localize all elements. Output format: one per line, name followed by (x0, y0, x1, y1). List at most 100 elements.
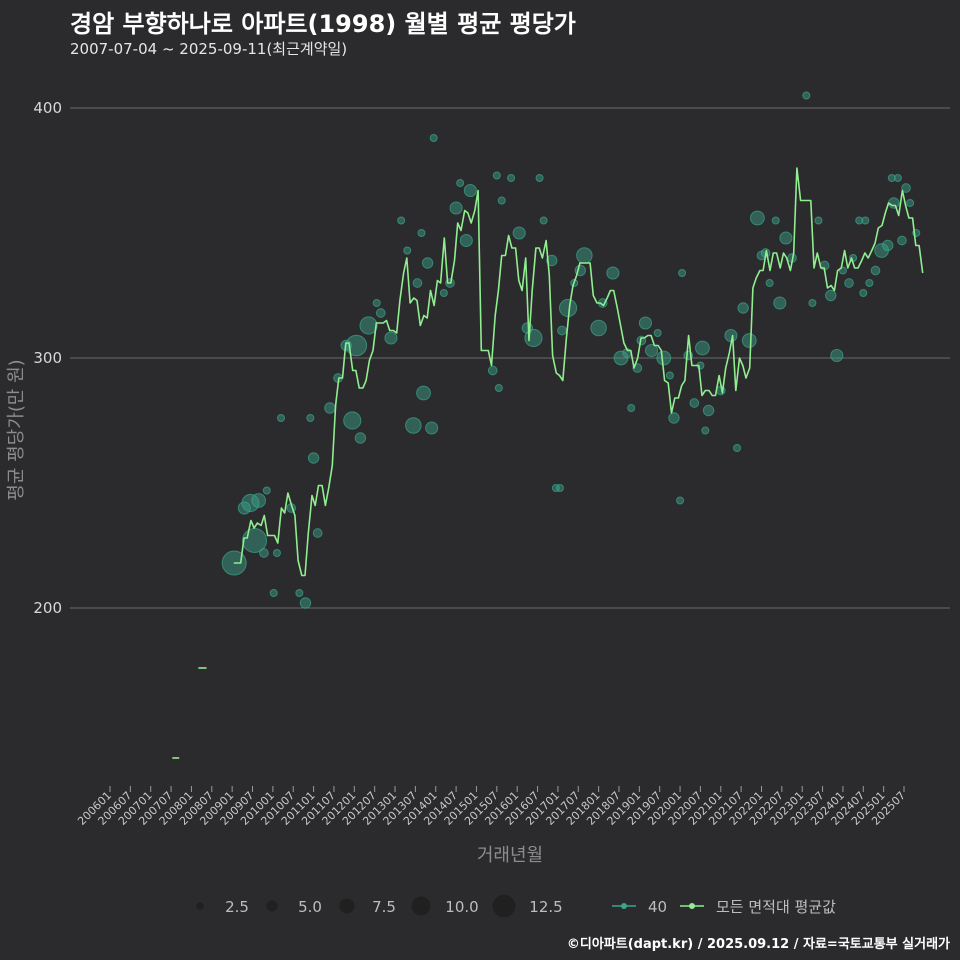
scatter-point (494, 384, 503, 392)
scatter-point (906, 199, 915, 207)
scatter-point (416, 385, 431, 401)
y-tick-label: 200 (33, 599, 62, 617)
scatter-point (882, 239, 894, 252)
legend-size-label: 12.5 (529, 898, 562, 916)
scatter-point (901, 183, 911, 193)
scatter-point (737, 302, 749, 314)
scatter-point (771, 216, 780, 225)
scatter-point (668, 412, 680, 424)
scatter-point (888, 197, 900, 209)
scatter-point (241, 493, 260, 513)
scatter-point (590, 319, 607, 337)
y-axis-title: 평균 평당가(만 원) (6, 359, 27, 500)
scatter-point (733, 444, 742, 452)
scatter-point (765, 279, 774, 287)
scatter-point (295, 589, 304, 597)
scatter-point (272, 549, 281, 557)
scatter-point (808, 299, 817, 307)
y-tick-labels: 200 300 400 (33, 99, 62, 617)
scatter-point (638, 316, 652, 330)
scatter-point (456, 179, 465, 187)
scatter-point (644, 343, 659, 358)
scatter-point (359, 316, 378, 335)
y-tick-label: 300 (33, 349, 62, 367)
scatter-point (802, 91, 811, 100)
legend-series-label: 모든 면적대 평균값 (716, 898, 836, 916)
scatter-point (613, 350, 629, 366)
scatter-point (375, 308, 386, 318)
scatter-point (299, 597, 312, 609)
scatter-point (306, 414, 315, 422)
scatter-point (269, 589, 278, 597)
scatter-point (417, 229, 426, 237)
legend-series-label: 40 (648, 898, 667, 916)
scatter-point (412, 278, 423, 288)
scatter-point (262, 486, 271, 495)
legend-size-label: 2.5 (225, 898, 249, 916)
scatter-point (259, 548, 269, 558)
legend-size-label: 10.0 (445, 898, 478, 916)
scatter-point (354, 432, 367, 444)
scatter-point (403, 246, 412, 255)
scatter-point (773, 296, 787, 310)
scatter-point (870, 265, 881, 276)
scatter-point (887, 174, 896, 182)
scatter-point (539, 216, 548, 225)
scatter-point (507, 174, 516, 182)
scatter-point (512, 226, 526, 240)
legend-size-circle (266, 900, 278, 912)
scatter-point (324, 402, 336, 414)
grid-layer (70, 107, 950, 609)
scatter-point (859, 289, 868, 297)
scatter-point (814, 216, 823, 225)
scatter-point (405, 417, 422, 434)
scatter-point (893, 174, 902, 182)
scatter-point (251, 493, 267, 508)
scatter-point (825, 289, 837, 302)
scatter-point (678, 269, 687, 277)
scatter-point (439, 289, 448, 297)
legend-size-circle (492, 894, 516, 918)
scatter-point (779, 231, 793, 245)
scatter-point (535, 174, 544, 182)
legend-size-label: 7.5 (372, 898, 396, 916)
scatter-point (855, 216, 864, 225)
x-axis-title: 거래년월 (477, 845, 543, 866)
scatter-point (497, 196, 506, 205)
legend-size-circle (411, 896, 431, 916)
legend-size-circle (196, 902, 204, 910)
legend-size-circle (339, 898, 355, 914)
scatter-point (425, 421, 439, 435)
scatter-point (830, 348, 844, 363)
scatter-point (463, 183, 477, 198)
y-tick-label: 400 (33, 99, 62, 117)
scatter-point (865, 279, 874, 287)
scatter-point (307, 452, 320, 464)
scatter-point (487, 365, 498, 376)
scatter-point (459, 233, 473, 248)
scatter-points (221, 91, 921, 609)
scatter-point (653, 329, 662, 337)
scatter-point (606, 266, 620, 280)
legend: 2.5 5.0 7.5 10.0 12.5 40 모든 면적대 평균값 (196, 894, 836, 918)
scatter-point (701, 426, 710, 435)
scatter-point (656, 350, 672, 366)
scatter-point (343, 411, 362, 430)
scatter-point (492, 171, 501, 180)
scatter-point (557, 325, 567, 336)
chart-subtitle: 2007-07-04 ~ 2025-09-11(최근계약일) (70, 40, 348, 58)
legend-key-point (621, 903, 627, 909)
scatter-point (449, 201, 463, 215)
scatter-point (861, 216, 870, 225)
scatter-point (421, 257, 434, 269)
scatter-point (384, 331, 398, 345)
scatter-point (665, 371, 674, 380)
legend-size-label: 5.0 (298, 898, 322, 916)
scatter-point (702, 404, 715, 417)
chart-title: 경암 부향하나로 아파트(1998) 월별 평균 평당가 (70, 10, 576, 38)
scatter-point (555, 484, 564, 492)
average-line-segment (233, 167, 924, 577)
scatter-point (897, 235, 907, 246)
scatter-point (277, 414, 286, 422)
